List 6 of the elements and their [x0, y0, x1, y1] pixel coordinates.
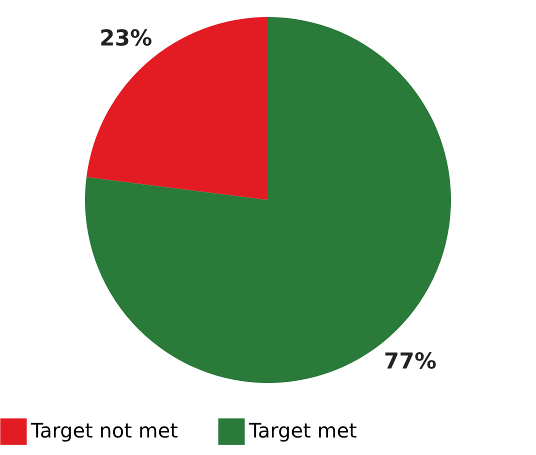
data-label: 77% [384, 349, 437, 374]
pie-slice [85, 17, 451, 383]
data-label: 23% [99, 26, 152, 52]
legend-label: Target not met [30, 418, 178, 443]
pie-slice [86, 17, 268, 200]
legend-label: Target met [248, 418, 358, 443]
